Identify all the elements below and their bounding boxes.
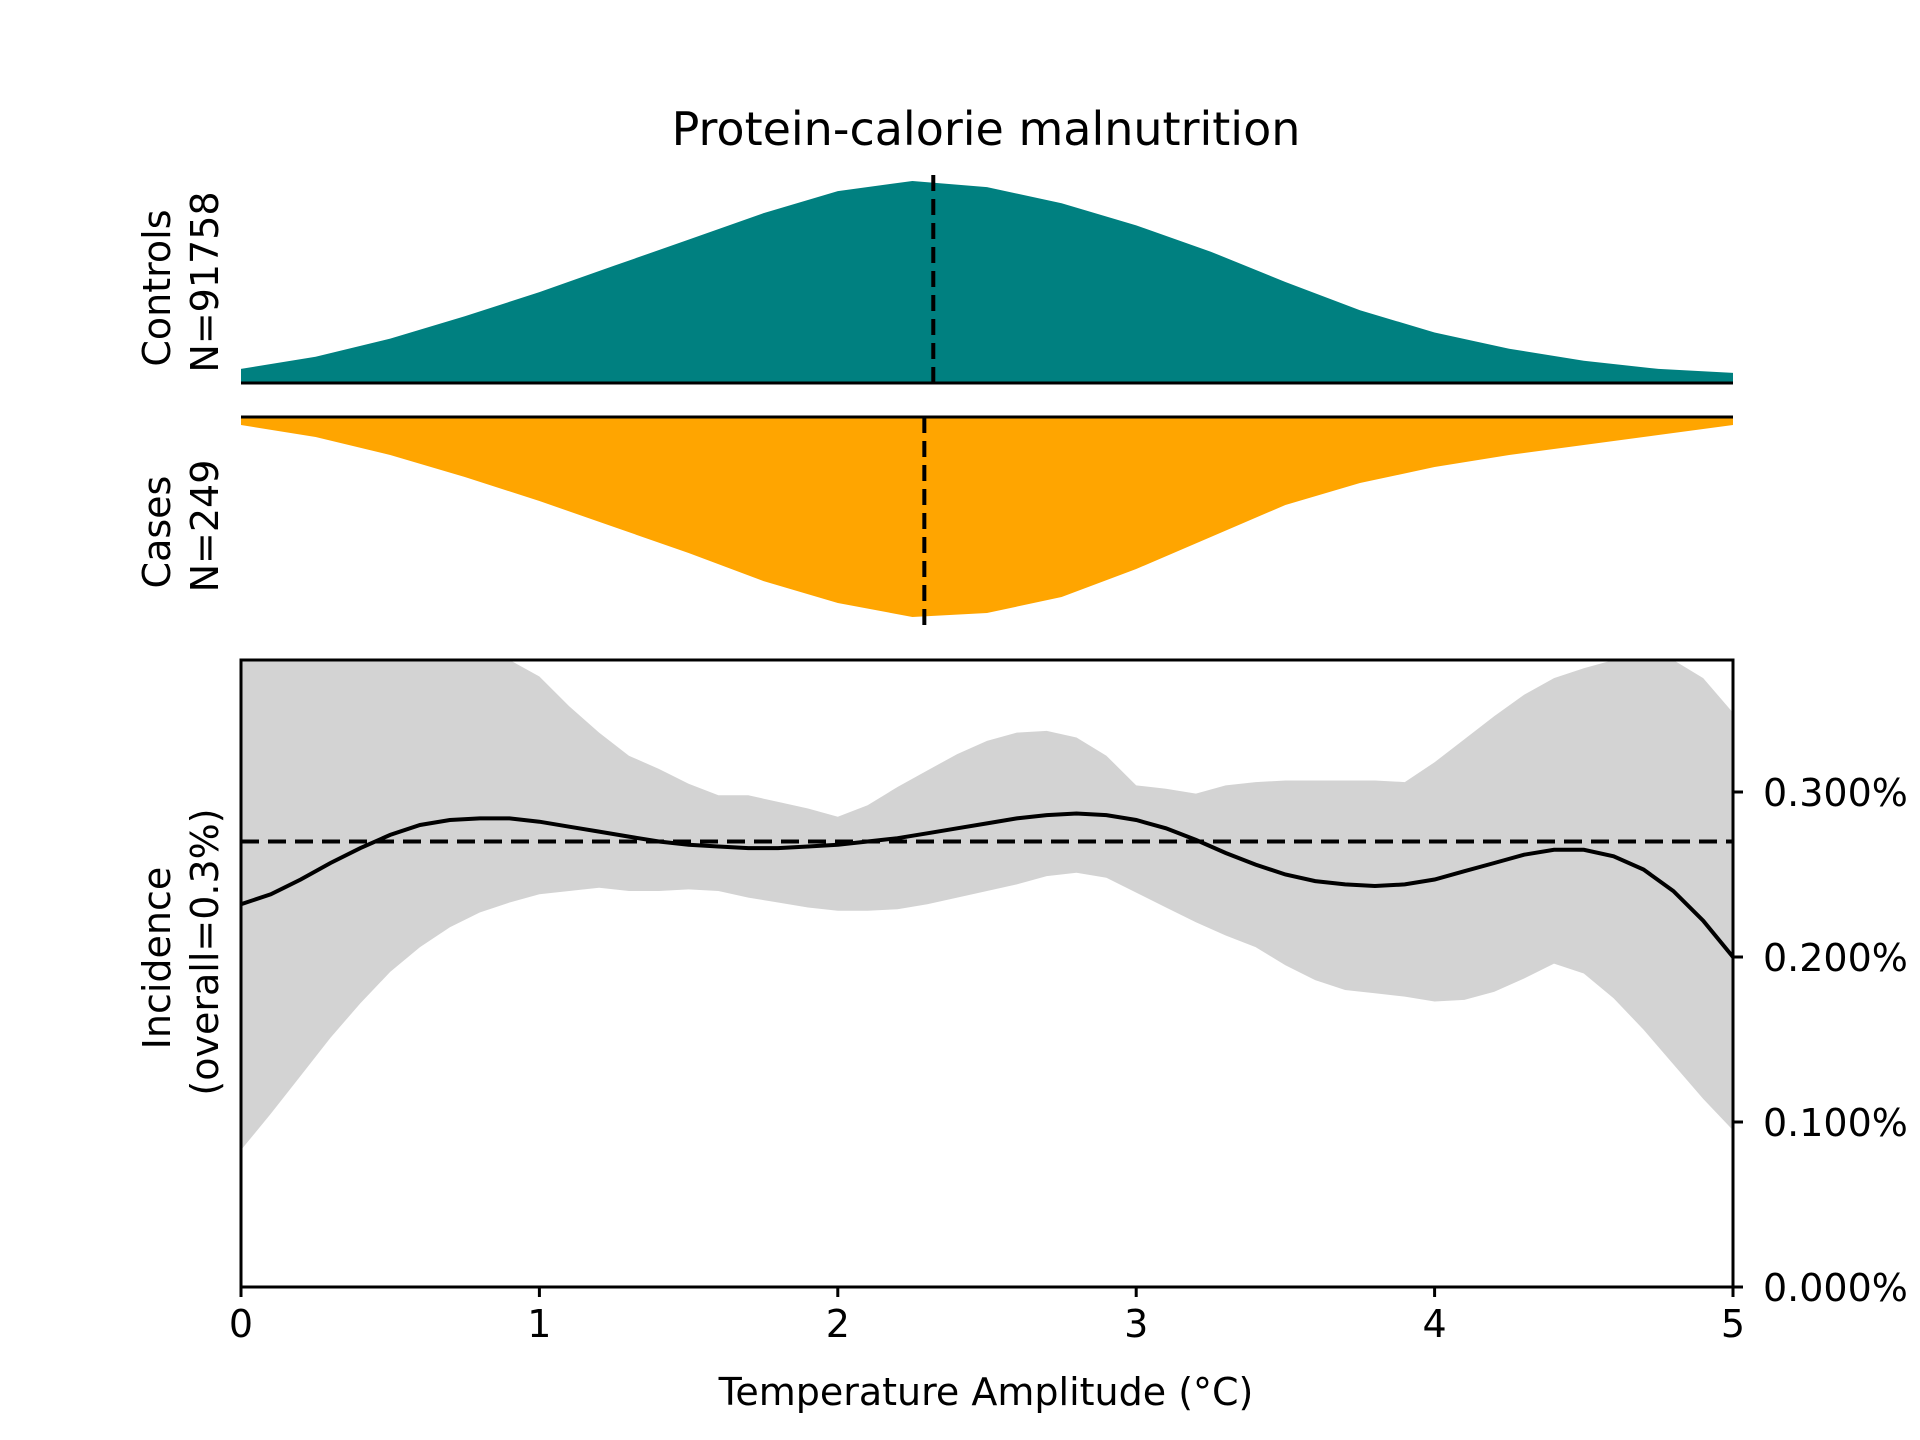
cases-density-area <box>241 417 1733 617</box>
incidence-line <box>241 811 1733 959</box>
x-tick-label: 0 <box>229 1302 253 1346</box>
controls-panel: Controls N=91758 <box>135 171 1733 385</box>
x-axis: 0 1 2 3 4 5 <box>229 1287 1745 1346</box>
x-tick-label: 5 <box>1721 1302 1745 1346</box>
controls-density-area <box>241 181 1733 383</box>
x-tick-label: 2 <box>826 1302 850 1346</box>
controls-label-count: N=91758 <box>183 191 227 372</box>
controls-label-name: Controls <box>135 209 179 366</box>
cases-label-count: N=249 <box>183 460 227 593</box>
y-tick-label: 0.000% <box>1763 1266 1908 1310</box>
incidence-panel: 0 1 2 3 4 5 0.000% 0.100% 0.200% 0.300% Incidenc… <box>135 658 1908 1414</box>
cases-label-name: Cases <box>135 476 179 589</box>
x-tick-label: 4 <box>1423 1302 1447 1346</box>
y-tick-label: 0.200% <box>1763 936 1908 980</box>
plot-frame <box>239 658 1735 1289</box>
x-tick-label: 1 <box>527 1302 551 1346</box>
y-tick-label: 0.300% <box>1763 771 1908 815</box>
cases-panel: Cases N=249 <box>135 415 1733 625</box>
chart-title: Protein-calorie malnutrition <box>672 102 1301 156</box>
y-axis-label-line1: Incidence <box>135 867 179 1050</box>
y-axis-label-line2: (overall=0.3%) <box>183 808 227 1095</box>
controls-label: Controls N=91758 <box>135 191 227 372</box>
y-tick-label: 0.100% <box>1763 1101 1908 1145</box>
x-tick-label: 3 <box>1124 1302 1148 1346</box>
y-axis: 0.000% 0.100% 0.200% 0.300% <box>1733 771 1908 1310</box>
confidence-band <box>241 660 1733 1150</box>
y-axis-label: Incidence (overall=0.3%) <box>135 808 227 1095</box>
x-axis-label: Temperature Amplitude (°C) <box>718 1370 1254 1414</box>
cases-label: Cases N=249 <box>135 460 227 593</box>
